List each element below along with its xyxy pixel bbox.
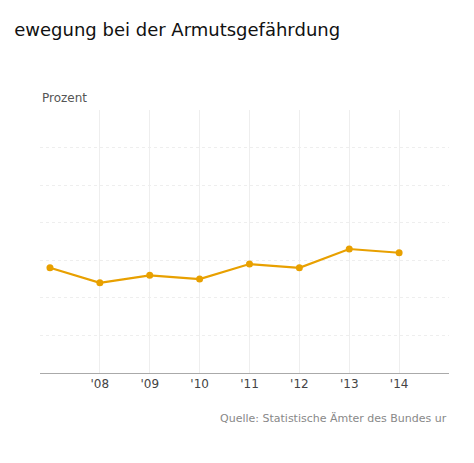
svg-text:'12: '12 [290, 377, 309, 391]
svg-text:'09: '09 [140, 377, 159, 391]
svg-text:ewegung bei der Armutsgefährdu: ewegung bei der Armutsgefährdung [14, 19, 340, 40]
svg-text:'14: '14 [390, 377, 409, 391]
svg-text:'10: '10 [190, 377, 209, 391]
svg-text:Quelle: Statistische Ämter des: Quelle: Statistische Ämter des Bundes ur [220, 412, 447, 425]
svg-text:Prozent: Prozent [42, 91, 87, 105]
svg-text:'13: '13 [340, 377, 359, 391]
svg-text:'11: '11 [240, 377, 259, 391]
svg-text:'08: '08 [91, 377, 110, 391]
